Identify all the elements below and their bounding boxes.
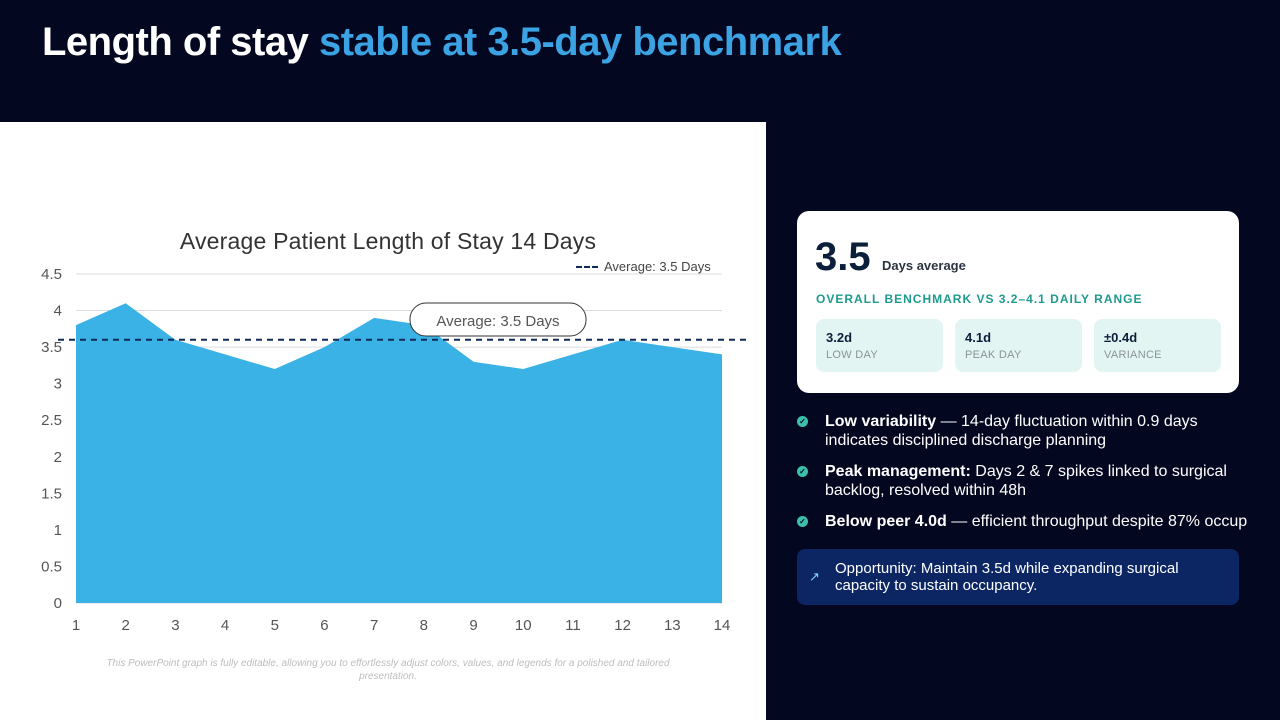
stat-label: VARIANCE [1104,349,1162,361]
y-tick-label: 2 [54,449,62,466]
area-series [76,303,722,603]
x-tick-label: 12 [614,617,631,634]
chart-title: Average Patient Length of Stay 14 Days [179,228,597,254]
insight-body: — 14-day fluctuation within 0.9 days ind… [825,413,1198,449]
y-tick-label: 0.5 [41,558,62,575]
x-tick-label: 14 [714,617,731,634]
title-plain: Length of stay [42,20,309,64]
insight-bold: Peak management: [825,463,971,480]
x-tick-label: 11 [565,617,581,634]
area-chart: 00.511.522.533.544.51 2 3 4 5 6 7 8 9 10 11 12 13 14A… [41,266,748,634]
insight-text: Peak management: Days 2 & 7 spikes linke… [825,462,1245,500]
kpi-subtitle: OVERALL BENCHMARK VS 3.2–4.1 DAILY RANGE [816,292,1143,306]
legend-swatch [576,265,598,268]
stat-value: ±0.4d [1104,330,1138,345]
x-tick-label: 8 [420,617,428,634]
kpi-unit: Days average [882,258,966,273]
y-tick-label: 1 [54,522,62,539]
stat-value: 4.1d [965,330,992,345]
stat-variance: ±0.4d VARIANCE [1094,319,1221,372]
chart-footnote: This PowerPoint graph is fully editable,… [106,658,670,682]
annotation-bubble [409,302,587,337]
x-tick-label: 9 [469,617,477,634]
kpi-value: 3.5 [815,235,871,279]
annotation-label: Average: 3.5 Days [436,313,559,330]
opportunity-text: Opportunity: Maintain 3.5d while expandi… [835,560,1179,594]
y-tick-label: 3.5 [41,339,62,356]
stat-label: PEAK DAY [965,349,1022,361]
x-tick-label: 3 [171,617,179,634]
page-title: Length of stay stable at 3.5-day benchma… [42,20,842,65]
y-tick-label: 2.5 [41,412,62,429]
x-tick-label: 7 [370,617,378,634]
trend-up-icon: ↗ [809,569,820,584]
opportunity-callout: ↗ Opportunity: Maintain 3.5d while expan… [797,549,1239,605]
check-icon: ✓ [797,416,808,427]
check-icon: ✓ [797,516,808,527]
chart-panel: 0 0.5 1 1.5 2 2.5 3 3.5 4 4.5 1 2 3 4 5 6 7 8 9 10 11 12 13 14 A… [0,122,766,720]
legend-label: Average: 3.5 Days [604,259,711,274]
x-tick-label: 2 [122,617,130,634]
insight-text: Low variability — 14-day fluctuation wit… [825,412,1245,450]
stat-low-day: 3.2d LOW DAY [816,319,943,372]
x-tick-label: 6 [320,617,328,634]
stat-peak-day: 4.1d PEAK DAY [955,319,1082,372]
kpi-card: 3.5 Days average OVERALL BENCHMARK VS 3.… [797,211,1239,393]
y-tick-label: 4 [54,303,62,320]
insight-bold: Low variability [825,413,937,430]
y-tick-label: 3 [54,376,62,393]
y-tick-label: 1.5 [41,485,62,502]
x-tick-label: 4 [221,617,229,634]
chart-legend: Average: 3.5 Days [576,259,711,274]
x-tick-label: 1 [72,617,80,634]
insight-item: ✓ Below peer 4.0d — efficient throughput… [797,512,1280,534]
insight-body: Days 2 & 7 spikes linked to surgical bac… [825,463,1227,499]
insight-body: — efficient throughput despite 87% occup [946,513,1248,530]
stat-value: 3.2d [826,330,853,345]
insight-bold: Below peer 4.0d [825,513,947,530]
stat-label: LOW DAY [826,349,879,361]
x-tick-label: 5 [271,617,279,634]
y-tick-label: 0 [54,595,62,612]
x-tick-label: 10 [515,617,532,634]
insight-text: Below peer 4.0d — efficient throughput d… [825,512,1280,531]
check-icon: ✓ [797,466,808,477]
x-tick-label: 13 [664,617,681,634]
y-tick-label: 4.5 [41,266,62,283]
title-accent: stable at 3.5-day benchmark [318,20,842,64]
